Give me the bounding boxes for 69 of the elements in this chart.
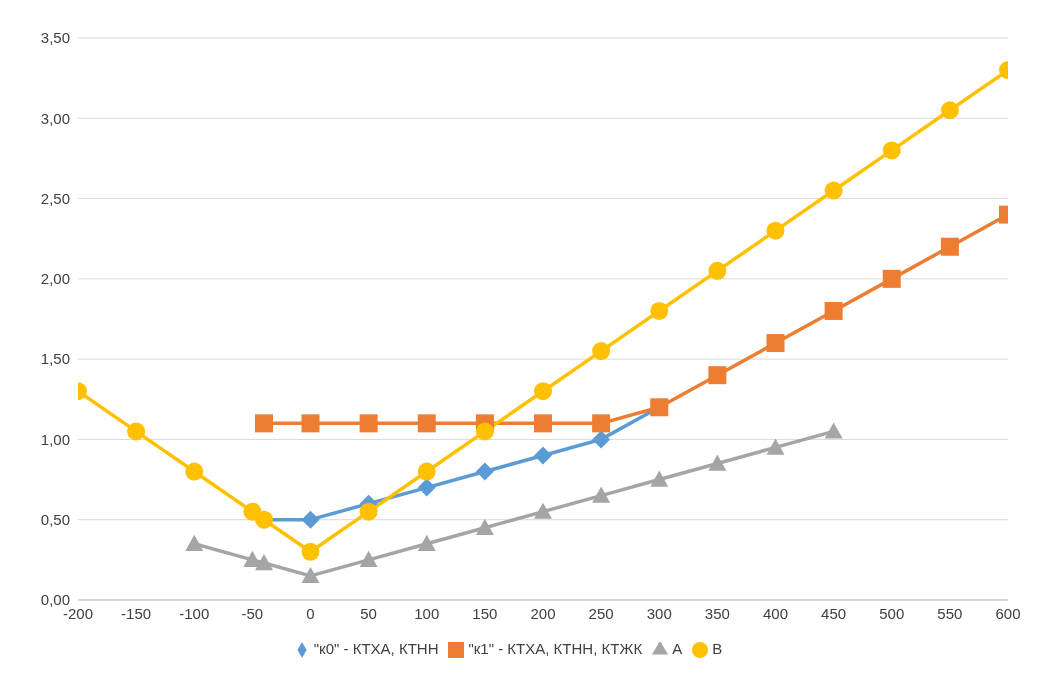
x-tick-label: 0 xyxy=(306,604,315,622)
point xyxy=(592,430,611,449)
x-tick-label: 100 xyxy=(414,604,440,622)
point xyxy=(824,301,843,320)
point xyxy=(475,422,494,441)
point xyxy=(301,414,320,433)
point xyxy=(592,414,611,433)
point xyxy=(301,566,320,584)
x-tick-label: -150 xyxy=(121,604,152,622)
point xyxy=(534,414,552,433)
point xyxy=(592,486,611,503)
x-tick-label: -100 xyxy=(179,604,210,622)
y-tick-label: 2,50 xyxy=(40,189,70,207)
y-tick-label: 2,00 xyxy=(40,270,70,288)
point xyxy=(708,366,727,385)
point xyxy=(475,462,494,481)
point xyxy=(766,334,785,353)
y-tick-label: 1,50 xyxy=(40,350,70,368)
point xyxy=(940,101,959,120)
x-tick-label: 450 xyxy=(821,604,847,622)
point xyxy=(417,462,436,481)
point xyxy=(824,181,843,200)
y-tick-label: 3,50 xyxy=(40,29,70,47)
legend-label: В xyxy=(712,639,723,657)
point xyxy=(417,534,436,551)
point xyxy=(359,414,378,433)
point xyxy=(534,502,552,519)
y-tick-label: 0,50 xyxy=(40,511,70,529)
x-tick-label: 300 xyxy=(646,604,672,622)
point xyxy=(417,414,436,433)
point xyxy=(650,301,669,320)
point xyxy=(766,438,785,455)
point xyxy=(650,470,669,487)
point xyxy=(255,554,273,571)
point xyxy=(940,237,959,256)
x-tick-label: 350 xyxy=(704,604,730,622)
point xyxy=(475,518,494,535)
legend-label: "к0" - КТХА, КТНН xyxy=(313,639,439,657)
x-tick-label: 250 xyxy=(588,604,614,622)
point xyxy=(708,261,727,280)
point xyxy=(127,422,146,441)
x-tick-label: 50 xyxy=(360,604,377,622)
point xyxy=(534,446,552,465)
x-tick-label: 150 xyxy=(472,604,498,622)
point xyxy=(882,141,901,160)
point xyxy=(359,502,378,521)
point xyxy=(185,534,204,551)
point xyxy=(708,454,727,471)
x-tick-label: 400 xyxy=(762,604,789,622)
y-tick-label: 3,00 xyxy=(40,109,70,127)
x-tick-label: 600 xyxy=(995,604,1021,622)
point xyxy=(359,550,378,568)
x-tick-label: 200 xyxy=(530,604,556,622)
point xyxy=(255,414,273,433)
legend-label: А xyxy=(672,639,683,657)
x-tick-label: -50 xyxy=(241,604,264,622)
y-tick-label: 1,00 xyxy=(40,430,70,448)
point xyxy=(417,478,436,497)
point xyxy=(882,269,901,288)
point xyxy=(534,382,552,401)
x-tick-label: 550 xyxy=(937,604,963,622)
point xyxy=(301,542,320,561)
point xyxy=(301,510,320,529)
point xyxy=(185,462,204,481)
x-tick-label: 500 xyxy=(879,604,905,622)
point xyxy=(824,422,843,439)
point xyxy=(592,342,611,361)
point xyxy=(766,221,785,240)
legend-label: "к1" - КТХА, КТНН, КТЖК xyxy=(468,639,643,657)
